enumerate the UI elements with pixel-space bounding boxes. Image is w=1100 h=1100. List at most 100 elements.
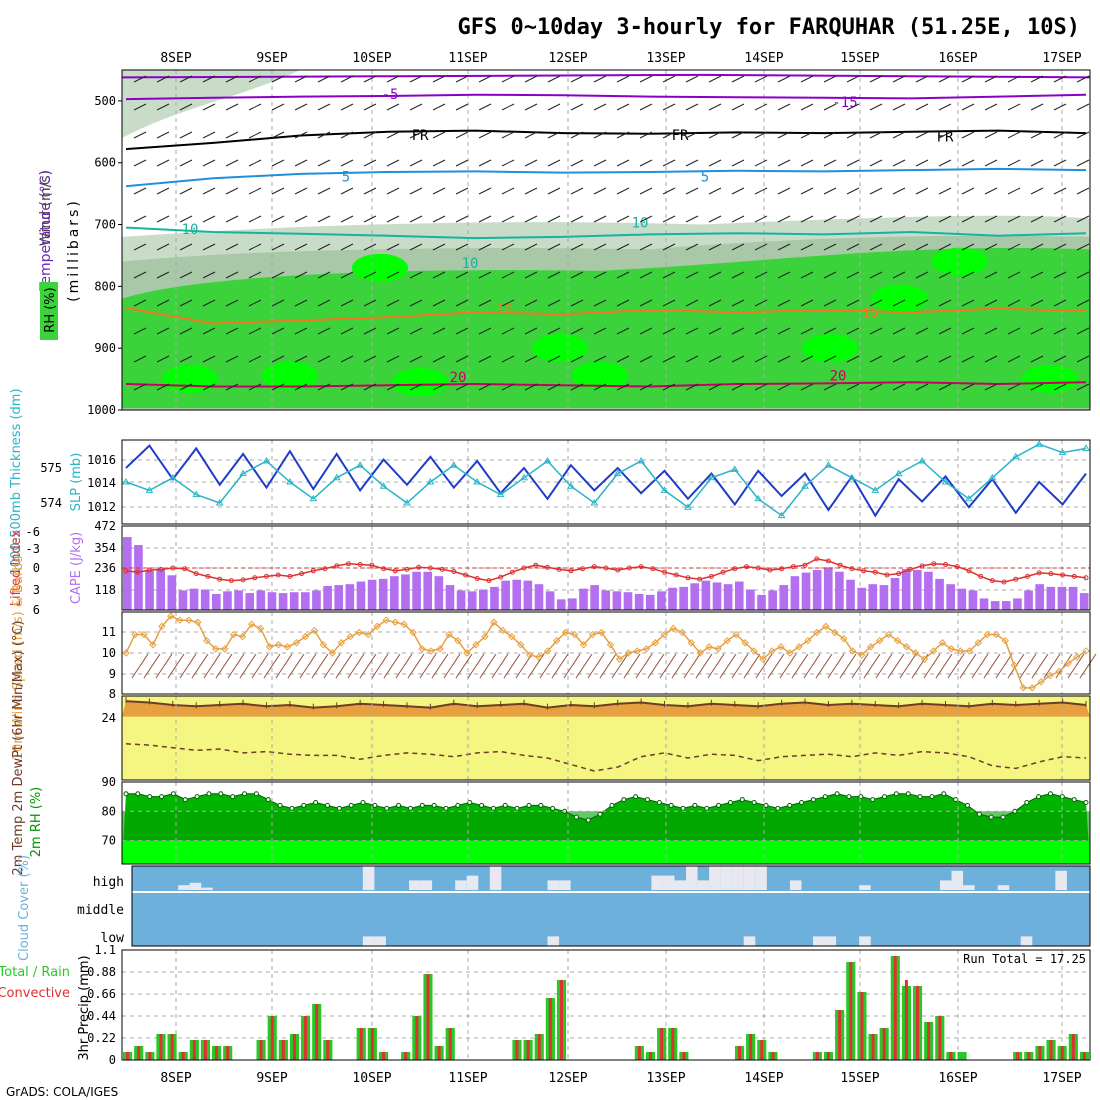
wind-barb	[800, 103, 814, 111]
contour-label: 5	[701, 169, 709, 185]
wind-barb	[225, 355, 239, 363]
date-label-bottom: 11SEP	[448, 1071, 487, 1086]
wind-barb	[179, 159, 193, 167]
li-marker	[849, 566, 855, 572]
surface-barb	[203, 653, 221, 679]
slp-tick: 1012	[87, 500, 116, 514]
cape-bar	[301, 592, 310, 610]
surface-barb	[167, 653, 185, 679]
wind-barb	[133, 215, 147, 223]
wind-barb	[524, 383, 538, 391]
wind-barb	[892, 159, 906, 167]
date-label-bottom: 14SEP	[744, 1071, 783, 1086]
wind-barb	[1030, 131, 1044, 139]
wind-barb	[133, 327, 147, 335]
wind-barb	[1030, 383, 1044, 391]
wind-barb	[156, 355, 170, 363]
wind-barb	[616, 215, 630, 223]
cape-bar	[957, 588, 967, 610]
wind-barb	[156, 187, 170, 195]
li-marker	[404, 566, 410, 572]
temperature-panel: 24	[102, 695, 1091, 781]
wind-barb	[225, 187, 239, 195]
wind-barb	[1030, 159, 1044, 167]
wind-barb	[248, 243, 262, 251]
rh-marker	[870, 797, 876, 803]
wind-barb	[294, 75, 308, 83]
cape-bar	[523, 580, 533, 610]
wind-barb	[202, 159, 216, 167]
precip-conv-bar	[326, 1040, 330, 1060]
wind-marker	[149, 641, 157, 649]
wind-barb	[570, 103, 584, 111]
wind-marker	[768, 647, 776, 655]
pressure-tick: 600	[94, 156, 116, 170]
wind-barb	[915, 327, 929, 335]
wind-barb	[340, 159, 354, 167]
li-marker	[205, 573, 211, 579]
wind-barb	[823, 187, 837, 195]
wind-barb	[225, 131, 239, 139]
rh-label: RH (%)	[43, 287, 58, 332]
thickness-marker	[754, 494, 763, 502]
wind-barb	[133, 103, 147, 111]
wind-marker	[875, 636, 884, 645]
wind-barb	[570, 75, 584, 83]
wind-marker	[122, 649, 130, 657]
cape-bar	[456, 590, 466, 610]
wind-barb	[409, 131, 423, 139]
wind-barb	[869, 215, 883, 223]
wind-barb	[317, 355, 331, 363]
wind-barb	[524, 187, 538, 195]
wind-marker	[229, 630, 238, 639]
wind-barb	[754, 131, 768, 139]
rh-marker	[455, 802, 461, 808]
precip-conv-bar	[203, 1040, 207, 1060]
run-total-label: Run Total = 17.25	[963, 952, 1086, 966]
rh2m-label: 2m RH (%)	[29, 787, 44, 858]
wind-barb	[363, 103, 377, 111]
wind-marker	[158, 622, 166, 631]
surface-barb	[191, 653, 209, 679]
cape-bar	[401, 574, 410, 610]
cape-bar	[501, 580, 510, 610]
wind-barb	[777, 355, 791, 363]
cape-label: CAPE (J/kg)	[69, 532, 84, 604]
thickness-marker	[707, 473, 716, 481]
wind-barb	[386, 383, 400, 391]
cloud-high-cell	[963, 885, 975, 890]
cape-bar	[979, 598, 989, 610]
li-marker	[896, 571, 902, 577]
wind-marker	[884, 630, 893, 639]
rh-bright-patch	[352, 253, 408, 282]
rh-bright-patch	[532, 334, 588, 363]
wind-barb	[938, 383, 952, 391]
wind-barb	[202, 215, 216, 223]
isotherm-purple	[125, 93, 1087, 101]
thickness-marker	[449, 461, 458, 468]
wind-barb	[1076, 383, 1090, 391]
wind-barb	[777, 187, 791, 195]
li-marker	[989, 578, 995, 584]
wind-barb	[708, 103, 722, 111]
wind-barb	[777, 131, 791, 139]
cape-bar	[1046, 586, 1056, 610]
rh-marker	[123, 791, 129, 797]
wind-barb	[823, 383, 837, 391]
cape-bar	[679, 586, 688, 610]
wind-barb	[823, 75, 837, 83]
rh-marker	[727, 800, 733, 805]
date-label-top: 16SEP	[938, 51, 977, 66]
precip-conv-bar	[192, 1040, 196, 1060]
wind-barb	[271, 271, 285, 279]
precip-conv-bar	[1071, 1034, 1075, 1060]
wind-barb	[294, 271, 308, 279]
wind-barb	[754, 159, 768, 167]
rh-marker	[277, 802, 283, 808]
cape-bar	[490, 586, 499, 610]
wind-barb	[869, 327, 883, 335]
rh-bright-patch	[932, 247, 988, 276]
precip-conv-bar	[927, 1022, 931, 1060]
wind-tick: 8	[109, 687, 116, 701]
li-marker	[252, 575, 258, 581]
